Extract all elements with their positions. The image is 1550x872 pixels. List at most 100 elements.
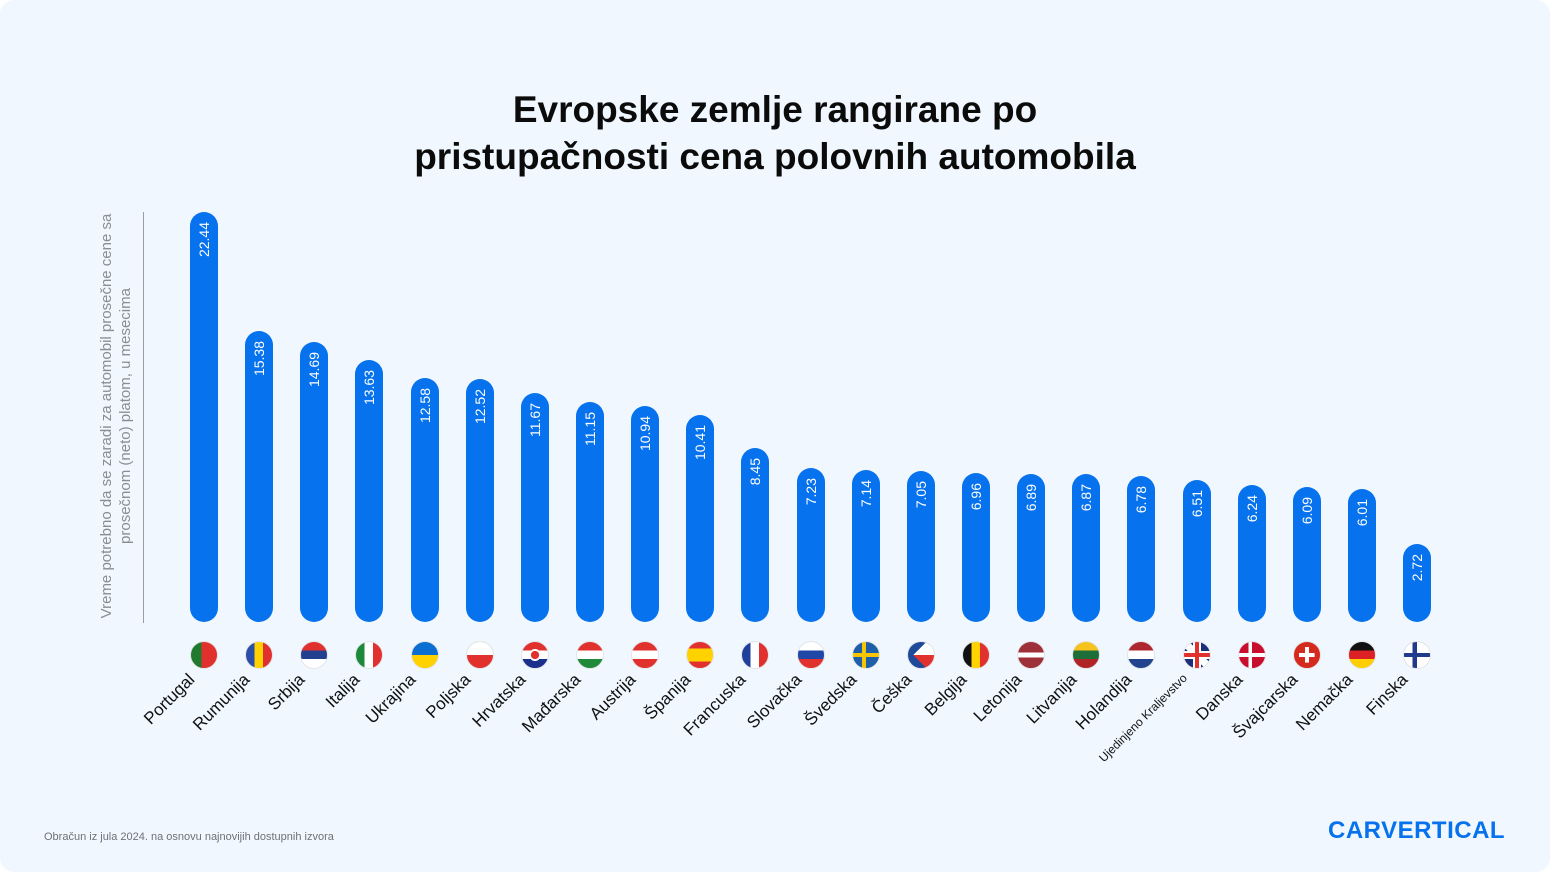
value-label: 6.01 xyxy=(1348,499,1376,559)
value-label: 11.67 xyxy=(521,403,549,463)
flag-italy-icon xyxy=(355,641,384,669)
flag-netherlands-icon xyxy=(1127,641,1156,669)
flag-finland-icon xyxy=(1403,641,1432,669)
bar-9: 10.41 xyxy=(686,414,715,622)
x-tick-label: Švedska xyxy=(800,669,861,730)
value-label: 10.41 xyxy=(686,425,714,485)
bar-8: 10.94 xyxy=(631,405,660,622)
bar-17: 6.78 xyxy=(1127,475,1156,622)
x-tick-label: Nemačka xyxy=(1292,669,1357,735)
x-tick-label: Danska xyxy=(1191,669,1247,725)
x-tick-label: Mađarska xyxy=(518,669,585,737)
value-label-text: 14.69 xyxy=(306,352,323,388)
flag-germany-icon xyxy=(1347,641,1376,669)
x-tick-label: Slovačka xyxy=(742,669,805,733)
value-label-text: 2.72 xyxy=(1409,554,1426,582)
bar-0: 22.44 xyxy=(190,211,218,622)
title-line-1: Evropske zemlje rangirane po xyxy=(512,89,1038,130)
value-label-text: 22.44 xyxy=(196,221,212,257)
bar-14: 6.96 xyxy=(961,472,990,622)
x-tick-label: Austrija xyxy=(585,669,640,724)
value-label: 11.15 xyxy=(576,412,604,472)
value-label: 10.94 xyxy=(631,416,659,476)
value-label-text: 6.89 xyxy=(1023,483,1040,512)
value-label: 6.78 xyxy=(1127,486,1155,546)
value-label: 6.51 xyxy=(1183,490,1211,550)
value-label-text: 6.87 xyxy=(1078,484,1095,512)
x-tick-label: Rumunija xyxy=(189,669,254,735)
value-label-text: 8.45 xyxy=(747,457,764,485)
chart-title: Evropske zemlje rangirane po pristupačno… xyxy=(0,86,1550,180)
value-label: 22.44 xyxy=(190,222,218,282)
title-line-2: pristupačnosti cena polovnih automobila xyxy=(414,136,1136,177)
value-label-text: 6.51 xyxy=(1188,490,1205,518)
bar-21: 6.01 xyxy=(1347,488,1376,622)
value-label-text: 11.67 xyxy=(526,403,543,438)
flag-lithuania-icon xyxy=(1072,641,1101,669)
value-label-text: 6.01 xyxy=(1353,498,1370,526)
bar-10: 8.45 xyxy=(741,447,770,622)
value-label: 14.69 xyxy=(300,352,328,412)
bar-2: 14.69 xyxy=(300,342,329,622)
value-label-text: 13.63 xyxy=(361,370,378,406)
value-label: 15.38 xyxy=(245,341,273,401)
value-label-text: 10.41 xyxy=(692,424,709,460)
value-label-text: 6.09 xyxy=(1298,497,1315,525)
value-label-text: 6.24 xyxy=(1243,494,1260,523)
x-tick-label: Ukrajina xyxy=(361,669,419,728)
bar-22: 2.72 xyxy=(1403,544,1432,622)
flag-serbia-icon xyxy=(300,641,329,669)
flag-belgium-icon xyxy=(961,641,990,669)
flag-latvia-icon xyxy=(1017,641,1046,669)
value-label: 6.96 xyxy=(962,483,990,543)
value-label: 8.45 xyxy=(741,458,769,518)
x-tick-label: Finska xyxy=(1362,669,1412,719)
bar-20: 6.09 xyxy=(1292,487,1321,622)
bar-1: 15.38 xyxy=(245,330,274,622)
value-label: 12.52 xyxy=(466,389,494,449)
value-label-text: 12.52 xyxy=(471,389,488,425)
bar-12: 7.14 xyxy=(851,469,880,622)
value-label-text: 7.23 xyxy=(802,478,819,506)
value-label-text: 10.94 xyxy=(637,415,654,451)
bar-15: 6.89 xyxy=(1017,473,1046,622)
bar-5: 12.52 xyxy=(465,379,494,622)
value-label-text: 12.58 xyxy=(416,388,433,424)
bar-4: 12.58 xyxy=(410,378,439,622)
value-label-text: 6.78 xyxy=(1133,485,1150,513)
x-tick-label: Španija xyxy=(641,669,695,724)
footnote: Obračun iz jula 2024. na osnovu najnovij… xyxy=(44,831,334,843)
carvertical-logo: CARVERTICAL xyxy=(1328,817,1506,844)
value-label: 7.23 xyxy=(797,478,825,538)
flag-austria-icon xyxy=(631,641,660,669)
bar-16: 6.87 xyxy=(1072,474,1101,622)
bar-11: 7.23 xyxy=(796,468,825,622)
value-label-text: 6.96 xyxy=(967,482,984,510)
flag-denmark-icon xyxy=(1237,641,1266,669)
value-label: 2.72 xyxy=(1403,554,1431,614)
flag-switzerland-icon xyxy=(1292,641,1321,669)
value-label-text: 7.05 xyxy=(912,481,929,509)
flag-uk-icon xyxy=(1182,641,1211,669)
x-tick-label: Poljska xyxy=(421,669,475,723)
bar-3: 13.63 xyxy=(355,360,384,622)
flag-slovakia-icon xyxy=(796,641,825,669)
flag-sweden-icon xyxy=(851,641,880,669)
y-axis-label: Vreme potrebno da se zaradi za automobil… xyxy=(98,213,134,619)
value-label: 12.58 xyxy=(411,388,439,448)
x-tick-label: Letonija xyxy=(969,669,1026,726)
x-tick-label: Češka xyxy=(867,669,916,718)
bar-18: 6.51 xyxy=(1182,480,1211,622)
x-tick-label: Belgija xyxy=(920,669,971,720)
value-label: 6.87 xyxy=(1072,484,1100,544)
flag-ukraine-icon xyxy=(410,641,439,669)
flag-romania-icon xyxy=(245,641,274,669)
x-tick-label: Srbija xyxy=(264,669,309,715)
value-label-text: 15.38 xyxy=(251,340,268,376)
flag-hungary-icon xyxy=(575,641,604,669)
value-label-text: 11.15 xyxy=(581,412,598,447)
value-label: 6.89 xyxy=(1017,484,1045,544)
x-tick-label: Italija xyxy=(322,669,364,712)
bar-7: 11.15 xyxy=(575,402,604,622)
